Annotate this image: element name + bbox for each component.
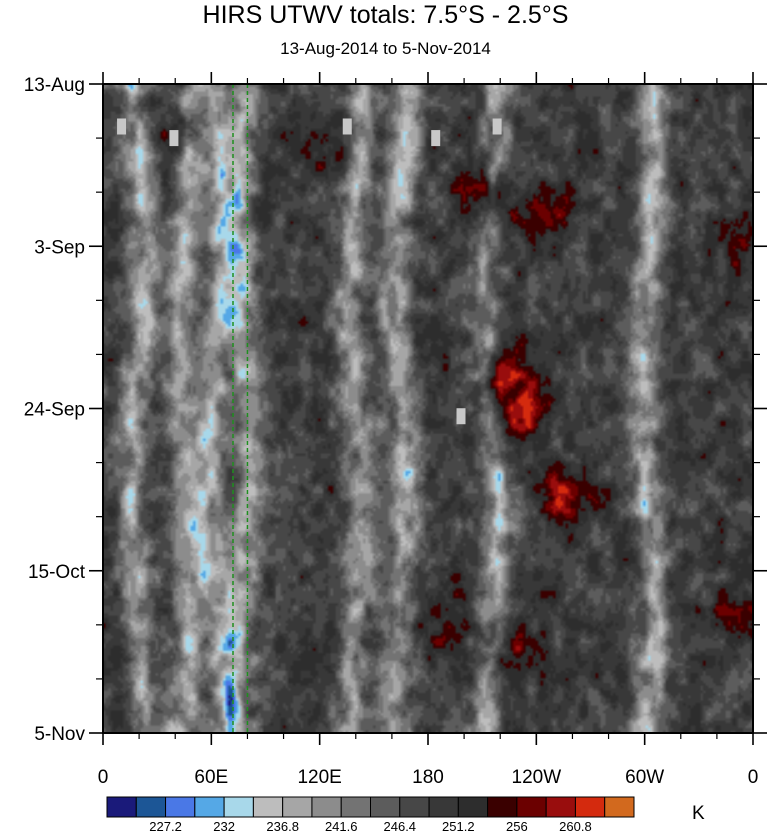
colorbar-swatch bbox=[223, 796, 254, 818]
colorbar-swatch bbox=[340, 796, 372, 818]
missing-data-block bbox=[342, 118, 352, 135]
colorbar-label: 232 bbox=[213, 819, 235, 834]
colorbar-swatch bbox=[311, 796, 342, 818]
colorbar-swatch bbox=[165, 796, 196, 818]
colorbar-swatch bbox=[370, 796, 401, 818]
x-tick-label: 120E bbox=[297, 767, 341, 788]
colorbar-swatch bbox=[545, 796, 576, 818]
y-axis: 13-Aug 3-Sep 24-Sep 15-Oct 5-Nov bbox=[24, 75, 767, 745]
heatmap-field bbox=[103, 84, 753, 733]
x-tick-label: 60E bbox=[194, 767, 228, 788]
colorbar-label: 251.2 bbox=[442, 819, 475, 834]
missing-data-block bbox=[431, 130, 441, 147]
colorbar-units: K bbox=[692, 803, 705, 824]
missing-data-block bbox=[117, 118, 127, 135]
colorbar-swatch bbox=[282, 796, 313, 818]
x-tick-label: 180 bbox=[412, 767, 444, 788]
y-tick-label: 3-Sep bbox=[34, 237, 85, 258]
y-tick-label: 13-Aug bbox=[24, 75, 85, 96]
colorbar-label: 260.8 bbox=[559, 819, 592, 834]
y-tick-label: 24-Sep bbox=[24, 400, 85, 421]
colorbar-swatch bbox=[516, 796, 547, 818]
colorbar-swatch bbox=[135, 796, 167, 818]
colorbar-label: 227.2 bbox=[149, 819, 182, 834]
y-tick-label: 5-Nov bbox=[34, 724, 85, 745]
x-tick-label: 60W bbox=[625, 767, 664, 788]
x-tick-label: 0 bbox=[748, 767, 759, 788]
chart-title: HIRS UTWV totals: 7.5°S - 2.5°S bbox=[202, 1, 569, 29]
colorbar-label: 256 bbox=[506, 819, 528, 834]
chart-subtitle: 13-Aug-2014 to 5-Nov-2014 bbox=[280, 39, 491, 58]
colorbar-label: 246.4 bbox=[384, 819, 417, 834]
colorbar-swatch bbox=[428, 796, 459, 818]
colorbar-swatch bbox=[399, 796, 430, 818]
missing-data-block bbox=[169, 130, 179, 147]
colorbar-swatch bbox=[106, 796, 137, 818]
colorbar-swatch bbox=[487, 796, 518, 818]
x-tick-label: 120W bbox=[512, 767, 562, 788]
x-axis: 0 60E 120E 180 120W 60W 0 bbox=[98, 72, 759, 788]
reference-lines bbox=[232, 84, 249, 733]
missing-data-marks bbox=[117, 118, 502, 425]
colorbar-swatch bbox=[457, 796, 489, 818]
colorbar-swatch bbox=[194, 796, 225, 818]
missing-data-block bbox=[456, 408, 466, 425]
colorbar-label: 241.6 bbox=[325, 819, 358, 834]
colorbar: 227.2 232 236.8 241.6 246.4 251.2 256 260.8 bbox=[106, 796, 635, 834]
colorbar-swatch bbox=[604, 796, 635, 818]
colorbar-label: 236.8 bbox=[266, 819, 299, 834]
x-tick-label: 0 bbox=[98, 767, 109, 788]
y-tick-label: 15-Oct bbox=[28, 562, 86, 583]
colorbar-swatch bbox=[252, 796, 284, 818]
colorbar-swatch bbox=[574, 796, 606, 818]
missing-data-block bbox=[492, 118, 502, 135]
